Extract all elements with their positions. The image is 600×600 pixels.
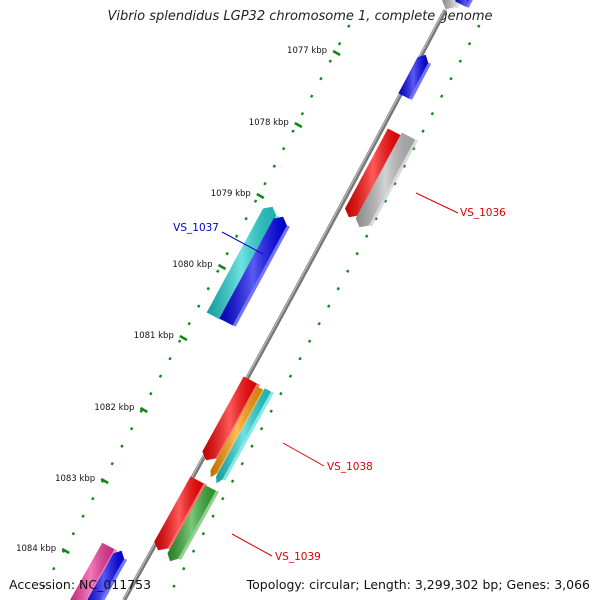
tick-label: 1080 kbp	[172, 260, 212, 270]
feature-bottom-blue[interactable]	[83, 550, 128, 600]
major-tick-mark	[294, 121, 303, 129]
major-tick-mark	[179, 334, 188, 342]
gene-label-leader	[231, 533, 273, 557]
gene-label-vs-1038[interactable]: VS_1038	[327, 461, 373, 473]
gene-label-leader	[221, 231, 264, 255]
feature-vs-1038-cyan[interactable]	[216, 388, 274, 484]
tick-label: 1083 kbp	[55, 474, 95, 484]
genome-summary-text: Topology: circular; Length: 3,299,302 bp…	[246, 577, 590, 592]
feature-vs-1037-blue[interactable]	[219, 216, 290, 327]
tick-label: 1077 kbp	[287, 46, 327, 56]
feature-top-blue[interactable]	[455, 0, 478, 8]
feature-top-grey[interactable]	[442, 0, 470, 10]
feature-blue-top[interactable]	[398, 54, 432, 100]
major-tick-mark	[139, 406, 149, 414]
major-tick-mark	[61, 547, 70, 555]
feature-vs-1036-grey[interactable]	[355, 132, 419, 228]
feature-vs-1039-red[interactable]	[154, 476, 207, 551]
tick-label: 1082 kbp	[94, 403, 134, 413]
major-tick-mark	[332, 49, 341, 57]
gene-label-vs-1039[interactable]: VS_1039	[275, 551, 321, 563]
accession-text: Accession: NC_011753	[9, 577, 152, 592]
tick-label: 1081 kbp	[134, 331, 174, 341]
gene-label-vs-1036[interactable]: VS_1036	[460, 207, 506, 219]
gene-label-vs-1037[interactable]: VS_1037	[173, 222, 219, 234]
tick-label: 1079 kbp	[211, 189, 251, 199]
feature-vs-1039-green[interactable]	[167, 485, 220, 562]
major-tick-mark	[256, 192, 265, 200]
gene-label-leader	[282, 442, 325, 467]
tick-label: 1084 kbp	[16, 544, 56, 554]
major-tick-mark	[100, 477, 109, 485]
tick-label: 1078 kbp	[249, 118, 289, 128]
major-tick-mark	[217, 263, 227, 271]
map-title: Vibrio splendidus LGP32 chromosome 1, co…	[107, 9, 493, 24]
gene-label-leader	[415, 192, 459, 214]
